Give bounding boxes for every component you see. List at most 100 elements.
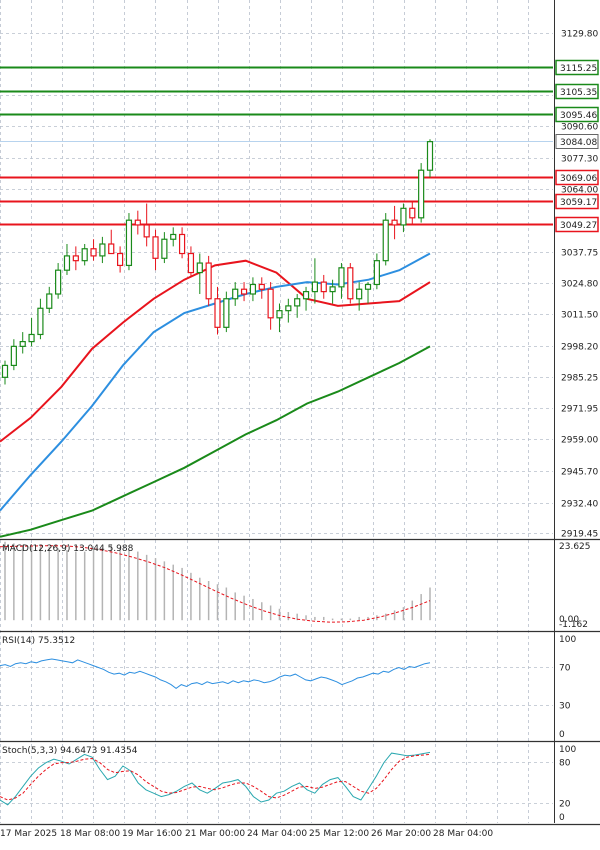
candle-body: [178, 233, 186, 255]
level-label: 3095.46: [560, 111, 597, 121]
time-tick-label: 19 Mar 16:00: [122, 829, 182, 839]
macd-signal-line: [0, 545, 431, 623]
horizontal-levels: [0, 66, 553, 226]
macd-tick-label: 0.00: [559, 615, 579, 625]
candle-body: [232, 288, 239, 300]
candle-body: [117, 252, 124, 267]
rsi-tick-label: 30: [559, 702, 571, 712]
moving-averages: [0, 252, 431, 538]
candle-body: [46, 293, 53, 309]
candle-body: [134, 219, 141, 226]
stoch-tick-label: 80: [559, 759, 571, 769]
macd-label: MACD(12,26,9) 13.044 5.988: [2, 544, 134, 554]
candle-body: [276, 310, 283, 319]
price-tick-label: 2932.40: [561, 500, 598, 510]
level-label-box: [555, 83, 599, 100]
grid: [0, 0, 553, 823]
time-tick-label: 17 Mar 2025: [0, 829, 57, 839]
candle-body: [294, 298, 301, 307]
level-label-box: [555, 59, 599, 76]
rsi-tick-label: 0: [559, 730, 565, 740]
candle-body: [240, 288, 248, 295]
rsi-tick-label: 70: [559, 664, 571, 674]
rsi-label: RSI(14) 75.3512: [2, 636, 75, 646]
price-tick-label: 3090.60: [561, 123, 598, 133]
price-tick-label: 2998.20: [561, 343, 598, 353]
price-tick-label: 2919.45: [561, 530, 598, 540]
candle-body: [205, 262, 212, 300]
stoch-label: Stoch(5,3,3) 94.6473 91.4354: [2, 746, 138, 756]
rsi-panel: RSI(14) 75.3512: [0, 636, 553, 706]
time-tick-label: 26 Mar 20:00: [371, 829, 431, 839]
candles: [1, 139, 434, 385]
candle-body: [223, 298, 230, 328]
candle-body: [72, 255, 79, 262]
time-tick-label: 24 Mar 04:00: [247, 829, 307, 839]
stoch-tick-label: 0: [559, 813, 565, 823]
price-tick-label: 3064.00: [561, 186, 598, 196]
macd-tick-label: 23.625: [559, 542, 591, 552]
level-label-box: [555, 106, 599, 123]
candle-body: [329, 286, 336, 293]
candle-body: [391, 219, 398, 226]
stoch-d-line: [0, 753, 431, 801]
candle-body: [311, 281, 318, 293]
candle-body: [1, 364, 9, 378]
rsi-tick-label: 100: [559, 635, 576, 645]
candle-body: [426, 141, 434, 171]
time-tick-label: 25 Mar 12:00: [309, 829, 369, 839]
stoch-k-line: [0, 751, 431, 806]
price-tick-label: 3011.50: [561, 311, 598, 321]
price-tick-label: 2985.25: [561, 374, 598, 384]
time-tick-label: 28 Mar 04:00: [433, 829, 493, 839]
candle-body: [143, 224, 150, 238]
level-label: 3059.17: [560, 198, 597, 208]
time-tick-label: 21 Mar 00:00: [185, 829, 245, 839]
candle-body: [356, 288, 363, 300]
candle-body: [382, 219, 389, 262]
candle-body: [63, 255, 71, 271]
level-label: 3049.27: [560, 221, 597, 231]
candle-body: [347, 267, 354, 300]
price-tick-label: 3037.75: [561, 249, 598, 259]
candle-body: [418, 169, 425, 219]
price-tick-label: 3077.30: [561, 155, 598, 165]
stoch-tick-label: 20: [559, 799, 571, 809]
level-label-box: [555, 193, 599, 210]
candle-body: [400, 207, 407, 226]
level-label: 3105.35: [560, 88, 597, 98]
price-tick-label: 3129.80: [561, 30, 598, 40]
candle-body: [258, 283, 265, 290]
level-label-box: [555, 169, 599, 186]
candle-body: [90, 248, 97, 257]
candle-body: [152, 236, 159, 259]
candle-body: [28, 333, 35, 343]
candle-body: [19, 341, 26, 347]
candle-body: [285, 305, 292, 312]
candle-body: [214, 298, 221, 328]
candle-body: [125, 219, 133, 267]
candle-body: [161, 238, 168, 259]
candle-body: [99, 243, 106, 257]
stoch-tick-label: 100: [559, 745, 576, 755]
candle-body: [338, 267, 345, 288]
time-tick-label: 18 Mar 08:00: [60, 829, 120, 839]
rsi-line: [0, 658, 431, 690]
moving-average-line: [0, 345, 431, 538]
stoch-panel: Stoch(5,3,3) 94.6473 91.4354: [0, 746, 553, 806]
candle-body: [55, 269, 62, 295]
moving-average-line: [0, 259, 431, 443]
candle-body: [364, 283, 372, 290]
price-tick-label: 2945.70: [561, 468, 598, 478]
price-tick-label: 2959.00: [561, 436, 598, 446]
candle-body: [249, 283, 257, 295]
candle-body: [196, 262, 203, 274]
candle-body: [373, 260, 380, 286]
level-label: 3115.25: [560, 64, 597, 74]
candle-body: [10, 345, 17, 367]
macd-tick-label: -1.162: [559, 620, 588, 630]
candle-body: [37, 307, 44, 336]
